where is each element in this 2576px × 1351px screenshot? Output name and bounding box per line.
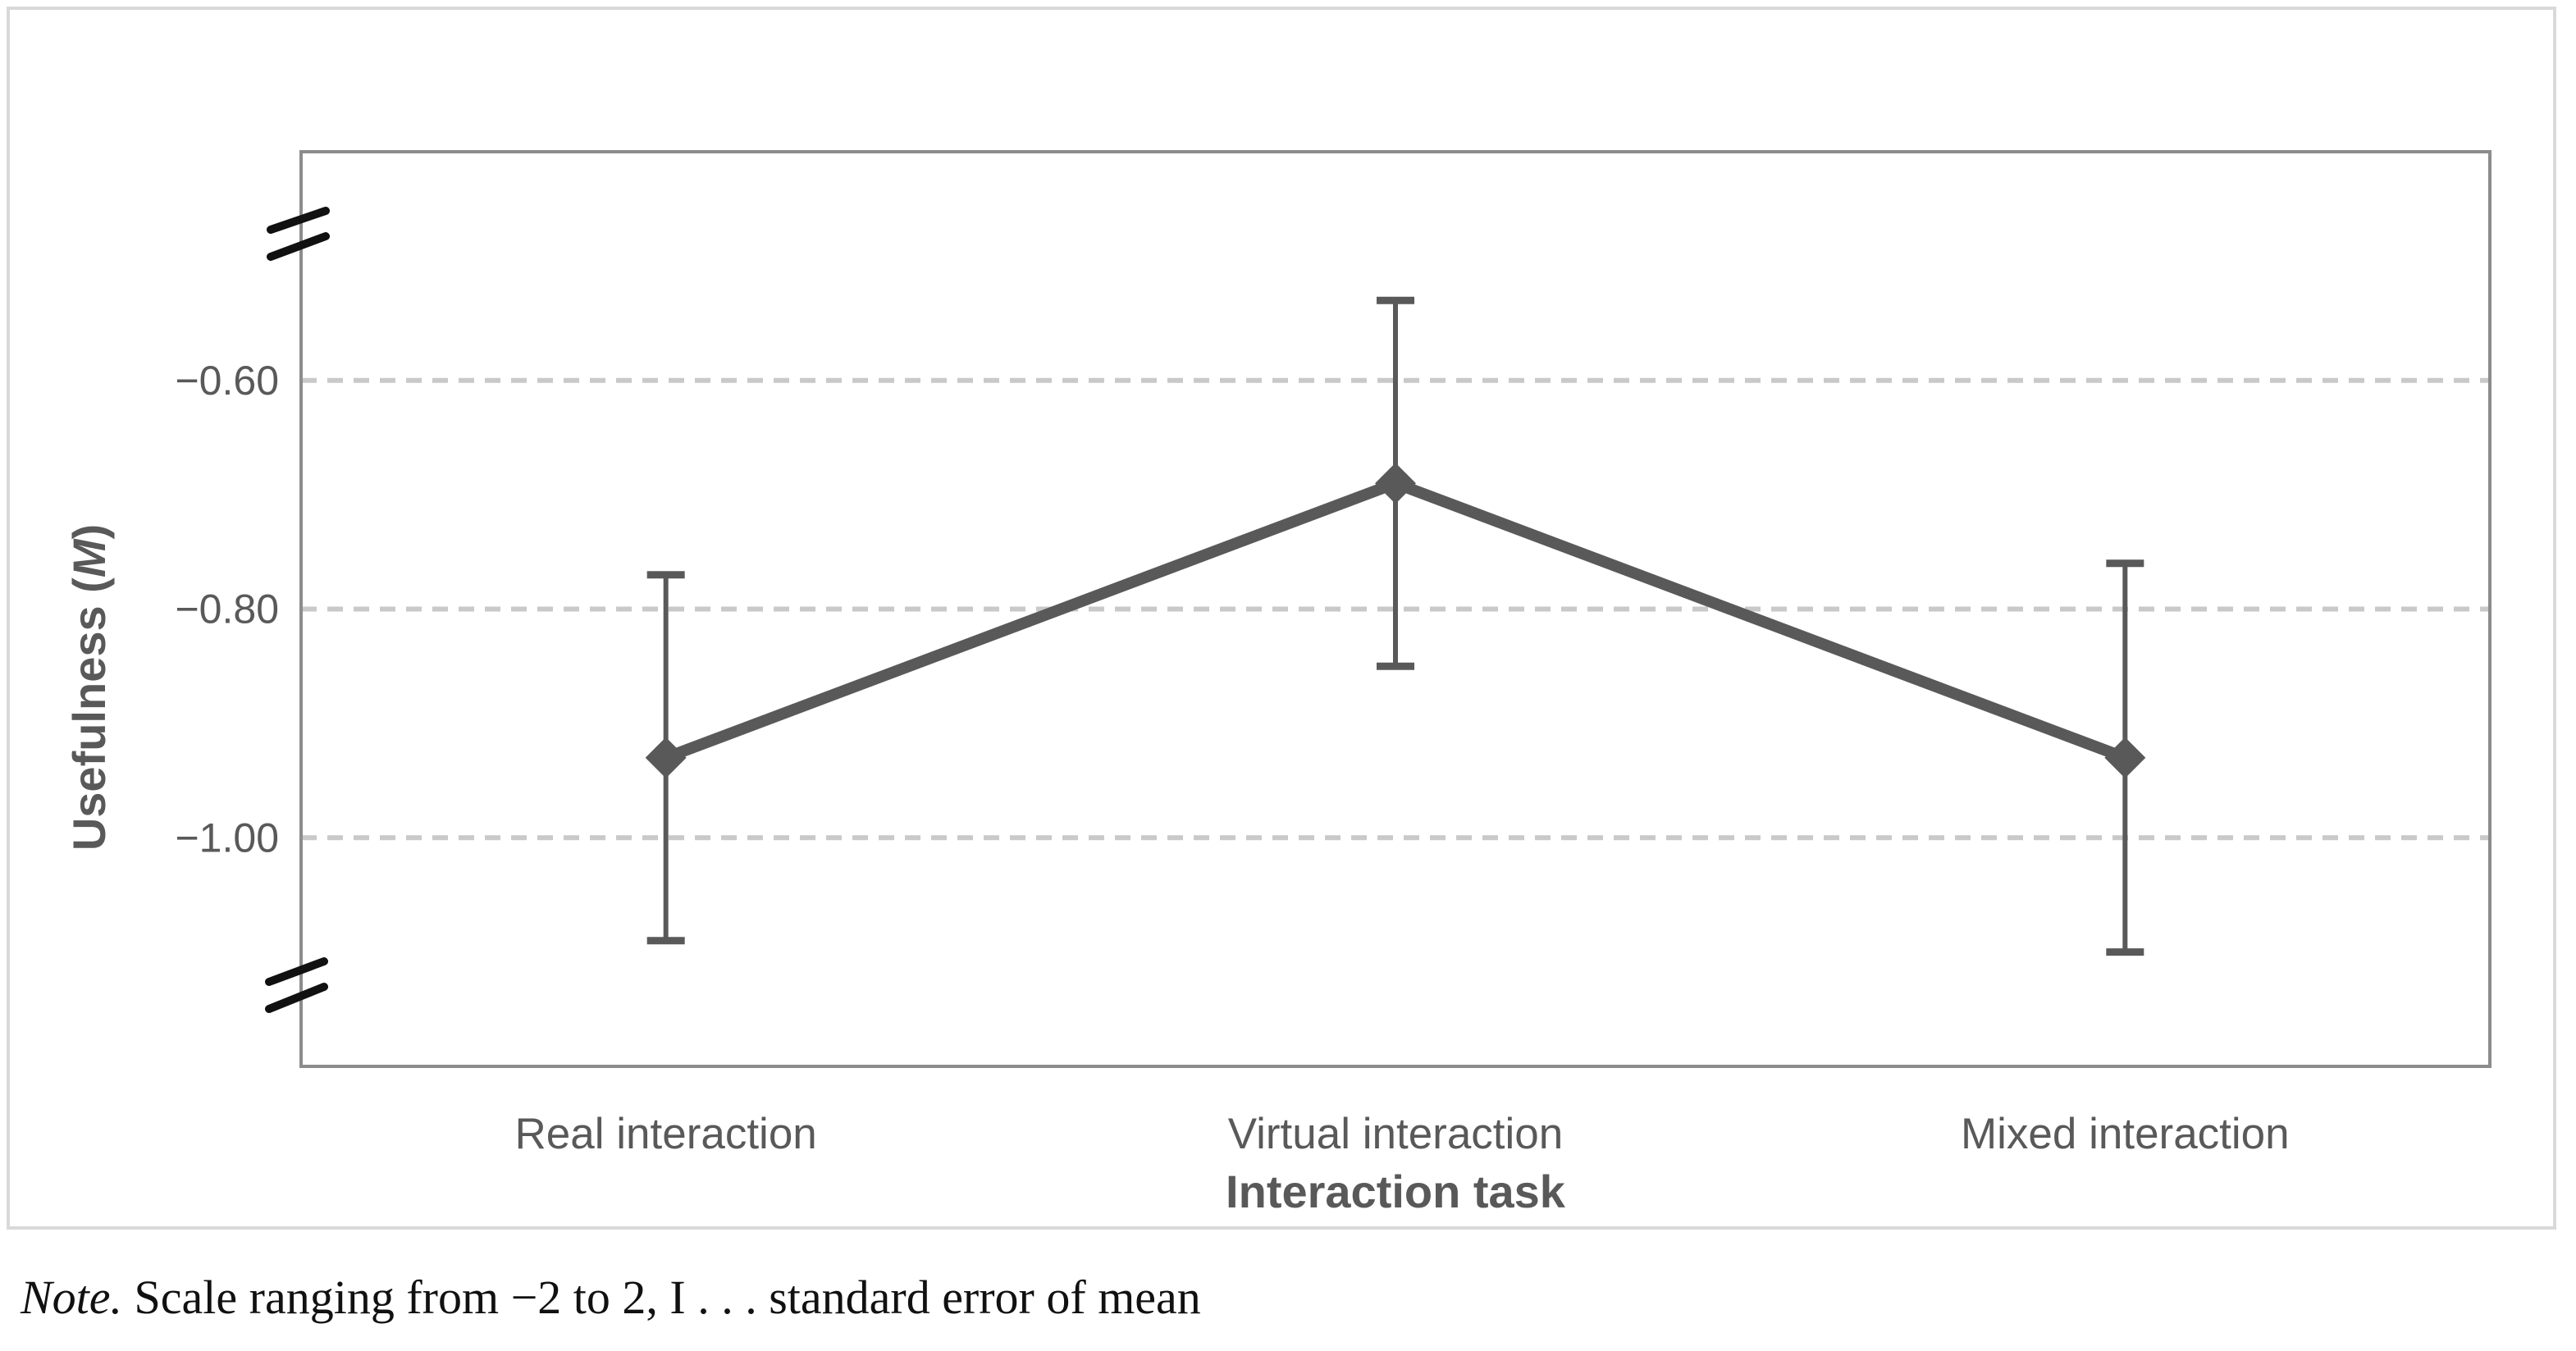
axis-break-mark xyxy=(265,983,328,1013)
y-tick-label: −1.00 xyxy=(175,815,279,860)
axis-break-mark xyxy=(267,207,330,234)
note-text: Scale ranging from −2 to 2, I . . . stan… xyxy=(122,1271,1201,1324)
figure-note: Note. Scale ranging from −2 to 2, I . . … xyxy=(21,1270,1201,1325)
data-point-diamond xyxy=(645,737,687,778)
data-point-diamond xyxy=(1375,463,1416,504)
axis-break-mark xyxy=(267,232,330,261)
x-category-label: Mixed interaction xyxy=(1961,1110,2290,1158)
plot-border xyxy=(299,150,2492,1068)
x-category-label: Real interaction xyxy=(515,1110,817,1158)
x-category-label: Virtual interaction xyxy=(1228,1110,1564,1158)
axis-break-mark xyxy=(265,957,328,986)
y-axis-title: Usefulness (M) xyxy=(63,524,115,851)
y-tick-label: −0.60 xyxy=(175,358,279,404)
data-point-diamond xyxy=(2104,737,2146,778)
x-axis-title: Interaction task xyxy=(1226,1166,1566,1217)
y-tick-label: −0.80 xyxy=(175,586,279,632)
note-prefix: Note. xyxy=(21,1271,123,1324)
figure-panel xyxy=(7,7,2556,1230)
